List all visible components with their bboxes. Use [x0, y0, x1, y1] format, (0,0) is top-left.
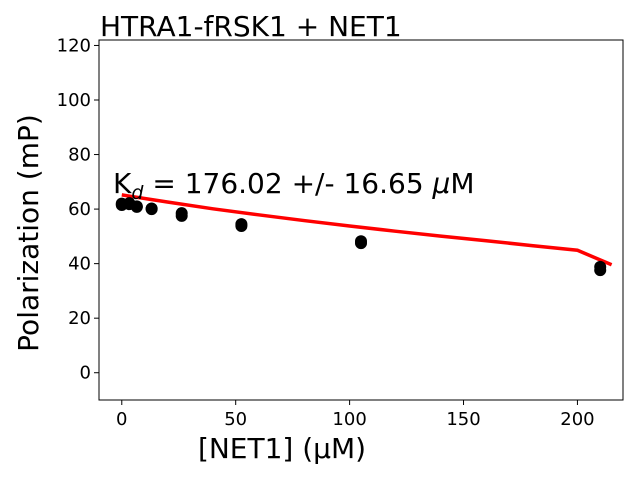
y-axis-label: Polarization (mP): [12, 114, 45, 352]
kd-mu: μ: [432, 167, 451, 200]
data-point: [130, 200, 143, 213]
x-tick-label: 100: [332, 409, 366, 430]
x-tick-label: 200: [560, 409, 594, 430]
y-tick-label: 120: [57, 35, 91, 56]
kd-value: = 176.02 +/- 16.65: [143, 167, 432, 200]
y-tick-label: 60: [68, 199, 91, 220]
kd-annotation: Kd = 176.02 +/- 16.65 μM: [113, 167, 475, 204]
kd-symbol: K: [113, 167, 132, 200]
data-point: [355, 237, 367, 250]
data-point: [175, 209, 188, 222]
data-points: [115, 197, 607, 277]
x-tick-label: 50: [224, 409, 247, 430]
fit-curve: [121, 193, 613, 267]
kd-unit: M: [450, 167, 474, 200]
chart-title: HTRA1-fRSK1 + NET1: [100, 10, 402, 43]
data-point: [594, 264, 607, 277]
y-tick-label: 40: [68, 254, 91, 275]
y-tick-label: 0: [80, 363, 91, 384]
x-tick-label: 150: [446, 409, 480, 430]
y-tick-label: 100: [57, 90, 91, 111]
plot-frame: [98, 39, 624, 401]
y-tick-label: 80: [68, 145, 91, 166]
x-tick-label: 0: [116, 409, 127, 430]
data-point: [235, 220, 248, 232]
x-axis: 0 50 100 150 200: [116, 400, 595, 430]
y-axis: 0 20 40 60 80 100 120: [57, 35, 99, 384]
kd-subscript: d: [131, 182, 144, 204]
data-point: [145, 203, 158, 216]
y-tick-label: 20: [68, 308, 91, 329]
x-axis-label: [NET1] (μM): [198, 432, 366, 465]
